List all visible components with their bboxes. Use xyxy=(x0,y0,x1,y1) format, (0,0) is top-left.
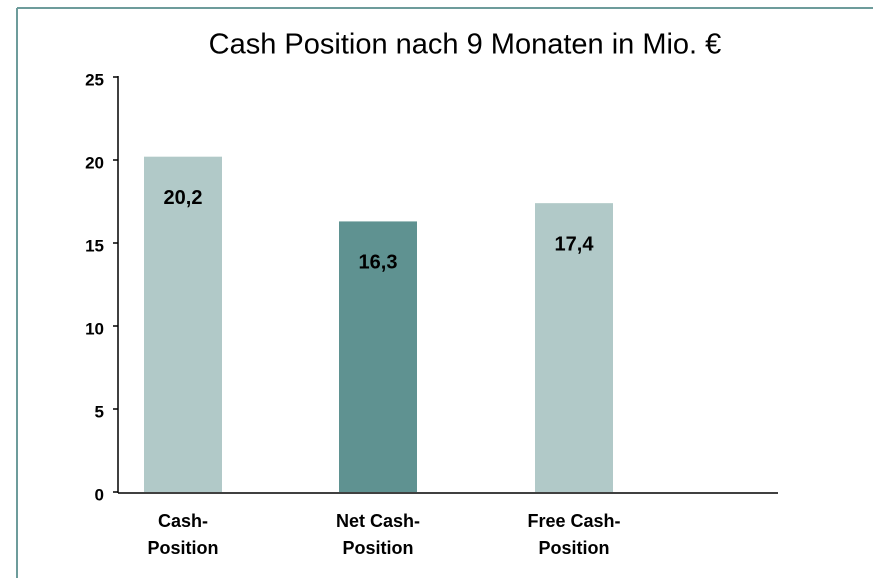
value-label: 16,3 xyxy=(359,252,398,274)
y-tick-label: 25 xyxy=(85,70,104,89)
chart-title: Cash Position nach 9 Monaten in Mio. € xyxy=(209,29,722,61)
value-label: 17,4 xyxy=(555,233,595,255)
bar xyxy=(339,221,417,493)
bar xyxy=(535,203,613,492)
y-tick-label: 15 xyxy=(85,236,104,255)
y-tick-label: 5 xyxy=(95,402,104,421)
y-tick-label: 20 xyxy=(85,153,104,172)
value-label: 20,2 xyxy=(164,187,203,209)
y-tick-label: 0 xyxy=(95,485,104,504)
x-tick-label: Cash-Position xyxy=(148,511,219,558)
x-tick-label: Free Cash-Position xyxy=(527,511,620,558)
x-tick-label: Net Cash-Position xyxy=(336,511,420,558)
bar xyxy=(144,156,222,492)
y-tick-label: 10 xyxy=(85,319,104,338)
